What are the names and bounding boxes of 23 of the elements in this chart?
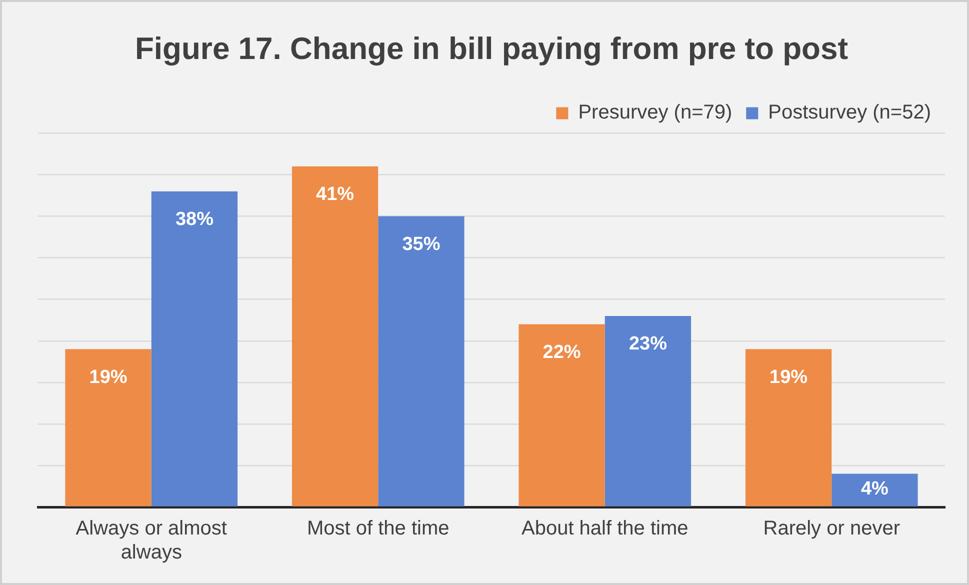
data-label: 19% [770, 366, 808, 388]
chart-title: Figure 17. Change in bill paying from pre to post [134, 31, 848, 66]
data-label: 4% [860, 478, 889, 500]
bar [518, 324, 605, 506]
bar [832, 474, 918, 506]
data-label: 22% [542, 342, 581, 363]
data-label: 19% [89, 366, 128, 388]
x-tick-label: Always or almost always [76, 518, 228, 564]
x-tick-label: Rarely or never [763, 518, 900, 540]
bar [745, 349, 832, 506]
data-label: 41% [316, 184, 354, 206]
data-label: 23% [628, 334, 668, 355]
legend-label: Presurvey (n=79) [578, 102, 732, 124]
bar [151, 191, 238, 506]
x-tick-label: Most of the time [306, 518, 450, 540]
bar [65, 349, 152, 506]
data-label: 35% [402, 234, 440, 255]
bar [378, 216, 464, 506]
bar [604, 316, 692, 506]
x-tick-label: About half the time [521, 518, 688, 540]
data-label: 38% [175, 209, 214, 230]
legend-label: Postsurvey (n=52) [768, 102, 932, 124]
bar [292, 166, 378, 506]
